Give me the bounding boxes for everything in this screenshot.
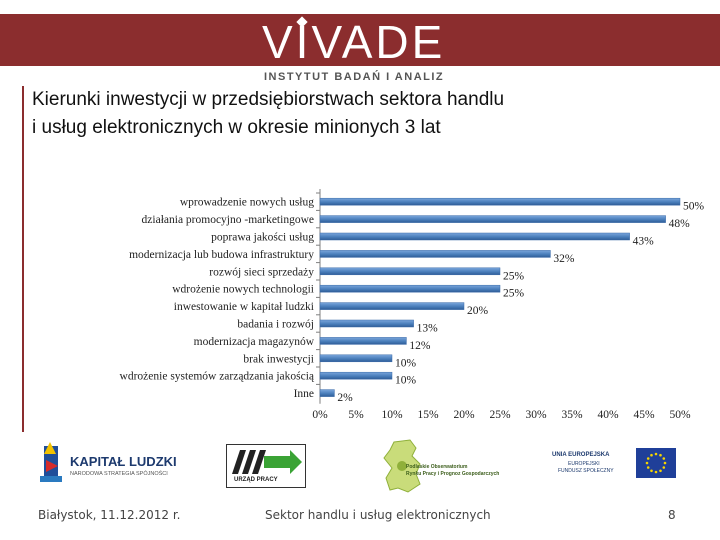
chart-data-label: 2%	[337, 392, 353, 404]
chart-category-label: Inne	[294, 388, 314, 400]
ue-label-line-3: FUNDUSZ SPOŁECZNY	[558, 468, 614, 474]
kapital-ludzki-sublabel: NARODOWA STRATEGIA SPÓJNOŚCI	[70, 471, 168, 477]
chart-bar	[319, 302, 465, 310]
ue-efs-logo: UNIA EUROPEJSKA EUROPEJSKI FUNDUSZ SPOŁE…	[548, 444, 680, 484]
eu-star-icon	[662, 457, 666, 460]
chart-x-tick-label: 50%	[669, 409, 691, 421]
chart-x-tick-label: 10%	[381, 409, 403, 421]
bar-chart: wprowadzenie nowych usług 50% działania pr…	[30, 185, 720, 425]
obserwatorium-label-line-1: Podlaskie Obserwatorium	[406, 464, 468, 470]
urzad-pracy-arrow-icon	[226, 444, 306, 488]
slide-title-line-1: Kierunki inwestycji w przedsiębiorstwach…	[32, 89, 505, 110]
chart-bar	[319, 371, 393, 380]
chart-category-label: działania promocyjno -marketingowe	[142, 214, 314, 226]
chart-bar	[319, 215, 666, 223]
chart-category-label: brak inwestycji	[243, 353, 314, 365]
chart-category-label: poprawa jakości usług	[211, 232, 314, 244]
chart-category-label: rozwój sieci sprzedaży	[209, 266, 314, 278]
chart-bar	[319, 232, 630, 241]
chart-data-label: 12%	[409, 340, 431, 352]
chart-bar	[319, 197, 681, 206]
chart-x-tick-label: 30%	[525, 409, 547, 421]
eu-star-icon	[659, 469, 662, 473]
header-band	[0, 14, 720, 66]
ue-label-line-2: EUROPEJSKI	[568, 461, 600, 467]
eu-star-icon	[650, 453, 653, 457]
chart-category-label: modernizacja lub budowa infrastruktury	[129, 249, 314, 261]
chart-data-label: 50%	[683, 201, 705, 213]
eu-star-icon	[654, 470, 658, 474]
eu-star-icon	[646, 457, 650, 460]
eu-star-icon	[662, 466, 666, 469]
chart-x-tick-label: 25%	[489, 409, 511, 421]
obserwatorium-logo: Podlaskie Obserwatorium Rynku Pracy i Pr…	[380, 438, 510, 494]
chart-data-label: 20%	[467, 305, 489, 317]
chart-category-label: inwestowanie w kapitał ludzki	[174, 301, 314, 313]
brand-tagline: INSTYTUT BADAŃ I ANALIZ	[264, 71, 445, 83]
slide-title: Kierunki inwestycji w przedsiębiorstwach…	[32, 86, 692, 142]
chart-data-label: 10%	[395, 357, 417, 369]
brand-logo: VIVADE	[0, 14, 720, 68]
chart-x-tick-label: 20%	[453, 409, 475, 421]
bar-chart-svg: wprowadzenie nowych usług 50% działania pr…	[120, 189, 705, 421]
chart-x-tick-label: 45%	[633, 409, 655, 421]
slide-title-line-2: i usług elektronicznych w okresie minion…	[32, 117, 441, 138]
chart-data-label: 25%	[503, 270, 525, 282]
chart-x-tick-label: 40%	[597, 409, 619, 421]
chart-bar	[319, 284, 501, 293]
chart-data-label: 48%	[669, 218, 691, 230]
chart-data-label: 32%	[553, 253, 575, 265]
page-number: 8	[668, 508, 676, 522]
eu-star-icon	[650, 469, 653, 473]
chart-bar	[319, 250, 551, 258]
chart-x-tick-label: 0%	[312, 409, 328, 421]
eu-star-icon	[654, 452, 658, 456]
chart-data-label: 13%	[417, 323, 439, 335]
chart-bar	[319, 337, 407, 345]
accent-line	[22, 86, 24, 432]
chart-x-tick-label: 5%	[348, 409, 364, 421]
kapital-ludzki-label: KAPITAŁ LUDZKI	[70, 454, 177, 469]
chart-data-label: 10%	[395, 375, 417, 387]
footer-date: Białystok, 11.12.2012 r.	[38, 508, 181, 522]
chart-bar	[319, 389, 335, 397]
chart-x-tick-label: 35%	[561, 409, 583, 421]
chart-category-label: badania i rozwój	[237, 319, 314, 331]
chart-data-label: 25%	[503, 288, 525, 300]
ue-label-line-1: UNIA EUROPEJSKA	[552, 452, 610, 458]
eu-star-icon	[646, 466, 650, 469]
footer-caption: Sektor handlu i usług elektronicznych	[265, 508, 491, 522]
kapital-ludzki-logo: KAPITAŁ LUDZKI NARODOWA STRATEGIA SPÓJNO…	[36, 440, 177, 488]
chart-bar	[319, 354, 393, 363]
podlasie-map-icon	[383, 439, 421, 493]
urzad-pracy-label: URZĄD PRACY	[234, 477, 278, 483]
chart-x-tick-label: 15%	[417, 409, 439, 421]
chart-bar	[319, 319, 414, 328]
eu-star-icon	[645, 461, 649, 465]
kapital-ludzki-emblem-icon	[40, 442, 62, 482]
chart-category-label: wdrożenie nowych technologii	[172, 284, 314, 296]
eu-star-icon	[659, 453, 662, 457]
obserwatorium-label-line-2: Rynku Pracy i Prognoz Gospodarczych	[406, 471, 500, 477]
chart-category-label: wprowadzenie nowych usług	[180, 197, 314, 209]
chart-category-label: wdrożenie systemów zarządzania jakością	[120, 371, 315, 383]
chart-category-label: modernizacja magazynów	[194, 336, 315, 348]
chart-data-label: 43%	[633, 236, 655, 248]
chart-bar	[319, 267, 501, 276]
urzad-pracy-logo: URZĄD PRACY	[226, 444, 306, 488]
eu-flag-icon	[636, 448, 676, 478]
brand-name: VIVADE	[262, 16, 446, 68]
eu-star-icon	[663, 461, 667, 465]
